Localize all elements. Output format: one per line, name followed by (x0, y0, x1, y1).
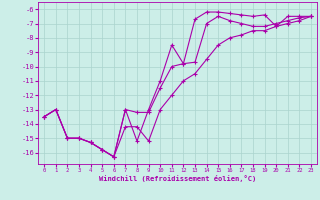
X-axis label: Windchill (Refroidissement éolien,°C): Windchill (Refroidissement éolien,°C) (99, 175, 256, 182)
